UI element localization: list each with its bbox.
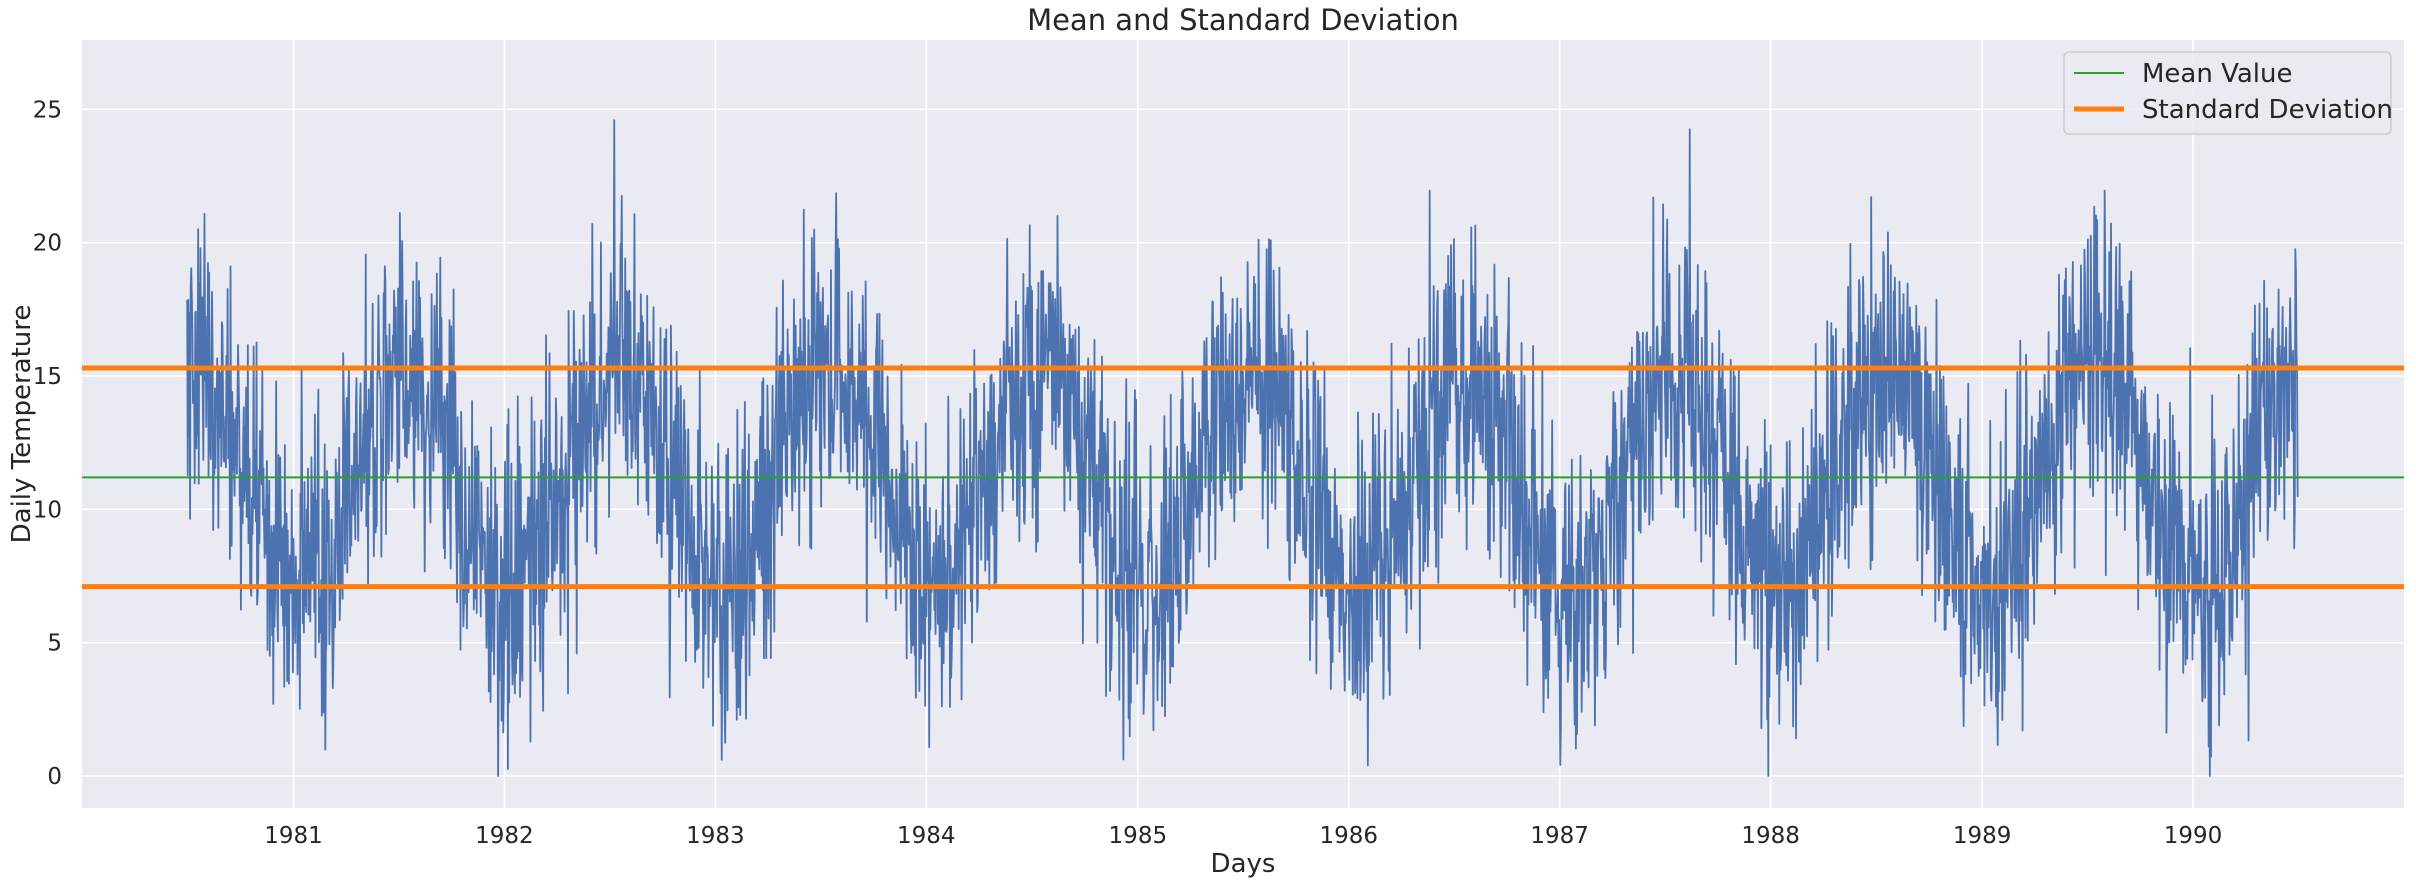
chart-title: Mean and Standard Deviation: [1027, 3, 1459, 37]
y-axis-label: Daily Temperature: [7, 305, 37, 544]
x-tick-label: 1990: [2164, 823, 2223, 849]
legend-label-std: Standard Deviation: [2142, 95, 2393, 125]
x-tick-label: 1989: [1953, 823, 2012, 849]
x-axis-label: Days: [1211, 849, 1276, 879]
x-tick-label: 1983: [686, 823, 745, 849]
reference-lines: [82, 365, 2404, 590]
x-tick-label: 1987: [1530, 823, 1589, 849]
y-tick-label: 10: [33, 497, 62, 523]
y-tick-label: 5: [47, 631, 62, 657]
legend-label-mean: Mean Value: [2142, 59, 2293, 89]
y-tick-label: 25: [33, 97, 62, 123]
legend: Mean Value Standard Deviation: [2063, 51, 2393, 135]
x-tick-label: 1985: [1109, 823, 1168, 849]
y-tick-label: 20: [33, 231, 62, 257]
x-tick-label: 1984: [897, 823, 956, 849]
y-tick-label: 15: [33, 364, 62, 390]
series-layer: [186, 119, 2299, 777]
tick-labels: 0 5 10 15 20 25 1981 1982 1983 1984 1985 1986 1987 19…: [33, 97, 2223, 849]
x-tick-label: 1981: [264, 823, 323, 849]
temperature-series-line: [186, 119, 2299, 777]
x-tick-label: 1982: [475, 823, 534, 849]
x-tick-label: 1988: [1741, 823, 1800, 849]
y-tick-label: 0: [47, 764, 62, 790]
x-tick-label: 1986: [1319, 823, 1378, 849]
legend-box: [2063, 51, 2392, 135]
